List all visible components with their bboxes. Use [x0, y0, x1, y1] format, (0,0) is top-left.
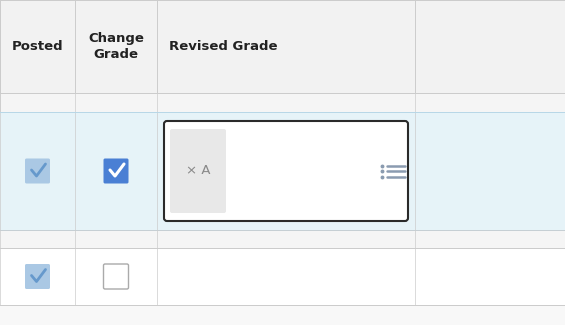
Text: Revised Grade: Revised Grade — [169, 40, 277, 53]
FancyBboxPatch shape — [25, 159, 50, 184]
FancyBboxPatch shape — [103, 159, 128, 184]
Bar — [0, 305, 565, 325]
Text: × A: × A — [186, 164, 210, 177]
Bar — [0, 112, 565, 230]
Bar — [0, 0, 565, 93]
Text: Change
Grade: Change Grade — [88, 32, 144, 61]
FancyBboxPatch shape — [164, 121, 408, 221]
Bar — [0, 230, 565, 248]
Bar — [0, 248, 565, 305]
Bar — [0, 93, 565, 112]
FancyBboxPatch shape — [25, 264, 50, 289]
FancyBboxPatch shape — [170, 129, 226, 213]
FancyBboxPatch shape — [103, 264, 128, 289]
Text: Posted: Posted — [12, 40, 63, 53]
